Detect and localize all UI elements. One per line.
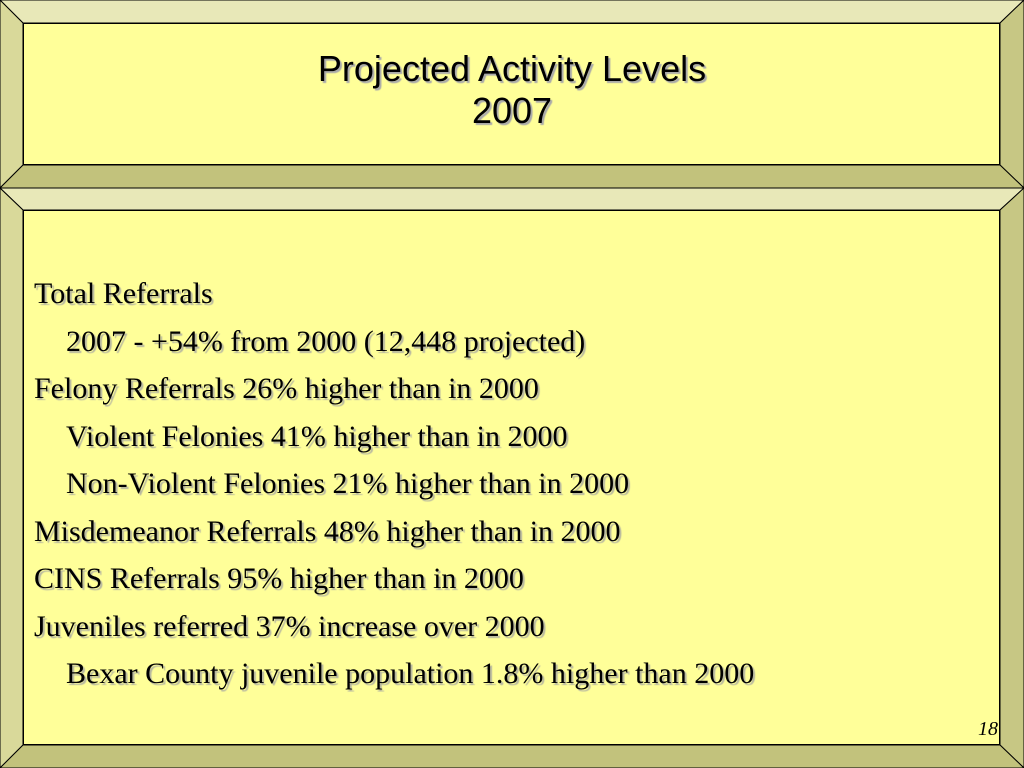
item-label: Misdemeanor Referrals: [34, 514, 317, 548]
item-text: Bexar County juvenile population 1.8% hi…: [66, 657, 755, 690]
list-item: Felony Referrals 26% higher than in 2000: [34, 365, 984, 413]
list-item: Non-Violent Felonies 21% higher than in …: [34, 460, 984, 508]
list-item: CINS Referrals 95% higher than in 2000: [34, 555, 984, 603]
list-item: Bexar County juvenile population 1.8% hi…: [34, 650, 984, 698]
page-number: 18: [978, 718, 998, 740]
item-label: Felony Referrals: [34, 372, 235, 405]
slide-body: Total Referrals 2007 - +54% from 2000 (1…: [34, 270, 984, 698]
item-text: 95% higher than in 2000: [219, 562, 524, 595]
item-text: Violent Felonies 41% higher than in 2000: [66, 419, 568, 453]
item-text: 2007 - +54% from 2000 (12,448 projected): [66, 324, 586, 358]
item-text: 26% higher than in 2000: [234, 372, 539, 405]
item-label: CINS Referrals: [34, 562, 220, 595]
slide-title: Projected Activity Levels 2007: [0, 48, 1024, 132]
item-text: Non-Violent Felonies 21% higher than in …: [66, 467, 630, 500]
title-panel: [23, 23, 1000, 165]
title-line-1: Projected Activity Levels: [317, 48, 707, 89]
list-item: Total Referrals: [34, 270, 984, 318]
list-item: Violent Felonies 41% higher than in 2000: [34, 413, 984, 461]
list-item: Juveniles referred 37% increase over 200…: [34, 603, 984, 651]
item-label: Juveniles: [34, 609, 146, 643]
title-line-2: 2007: [471, 90, 553, 131]
list-item: 2007 - +54% from 2000 (12,448 projected): [34, 318, 984, 366]
content-panel: [23, 210, 1000, 745]
list-item: Misdemeanor Referrals 48% higher than in…: [34, 508, 984, 556]
item-text: referred 37% increase over 2000: [145, 609, 545, 643]
item-text: 48% higher than in 2000: [316, 514, 621, 548]
item-label: Total Referrals: [34, 277, 213, 310]
